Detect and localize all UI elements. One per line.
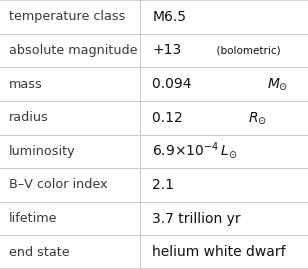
Text: 3.7 trillion yr: 3.7 trillion yr	[152, 211, 241, 226]
Text: absolute magnitude: absolute magnitude	[9, 44, 138, 57]
Text: radius: radius	[9, 111, 49, 124]
Text: 0.12: 0.12	[152, 111, 186, 125]
Text: temperature class: temperature class	[9, 10, 126, 23]
Text: +13: +13	[152, 43, 182, 58]
Text: end state: end state	[9, 246, 70, 259]
Text: $\mathit{R}_{\odot}$: $\mathit{R}_{\odot}$	[248, 110, 267, 126]
Text: M6.5: M6.5	[152, 10, 186, 24]
Text: mass: mass	[9, 77, 43, 91]
Text: helium white dwarf: helium white dwarf	[152, 245, 286, 259]
Text: lifetime: lifetime	[9, 212, 58, 225]
Text: B–V color index: B–V color index	[9, 178, 108, 192]
Text: (bolometric): (bolometric)	[210, 45, 280, 55]
Text: $6.9{\times}10^{-4}\,\mathit{L}_{\odot}$: $6.9{\times}10^{-4}\,\mathit{L}_{\odot}$	[152, 141, 238, 161]
Text: 2.1: 2.1	[152, 178, 174, 192]
Text: 0.094: 0.094	[152, 77, 195, 91]
Text: luminosity: luminosity	[9, 145, 76, 158]
Text: $\mathit{M}_{\odot}$: $\mathit{M}_{\odot}$	[267, 76, 288, 92]
